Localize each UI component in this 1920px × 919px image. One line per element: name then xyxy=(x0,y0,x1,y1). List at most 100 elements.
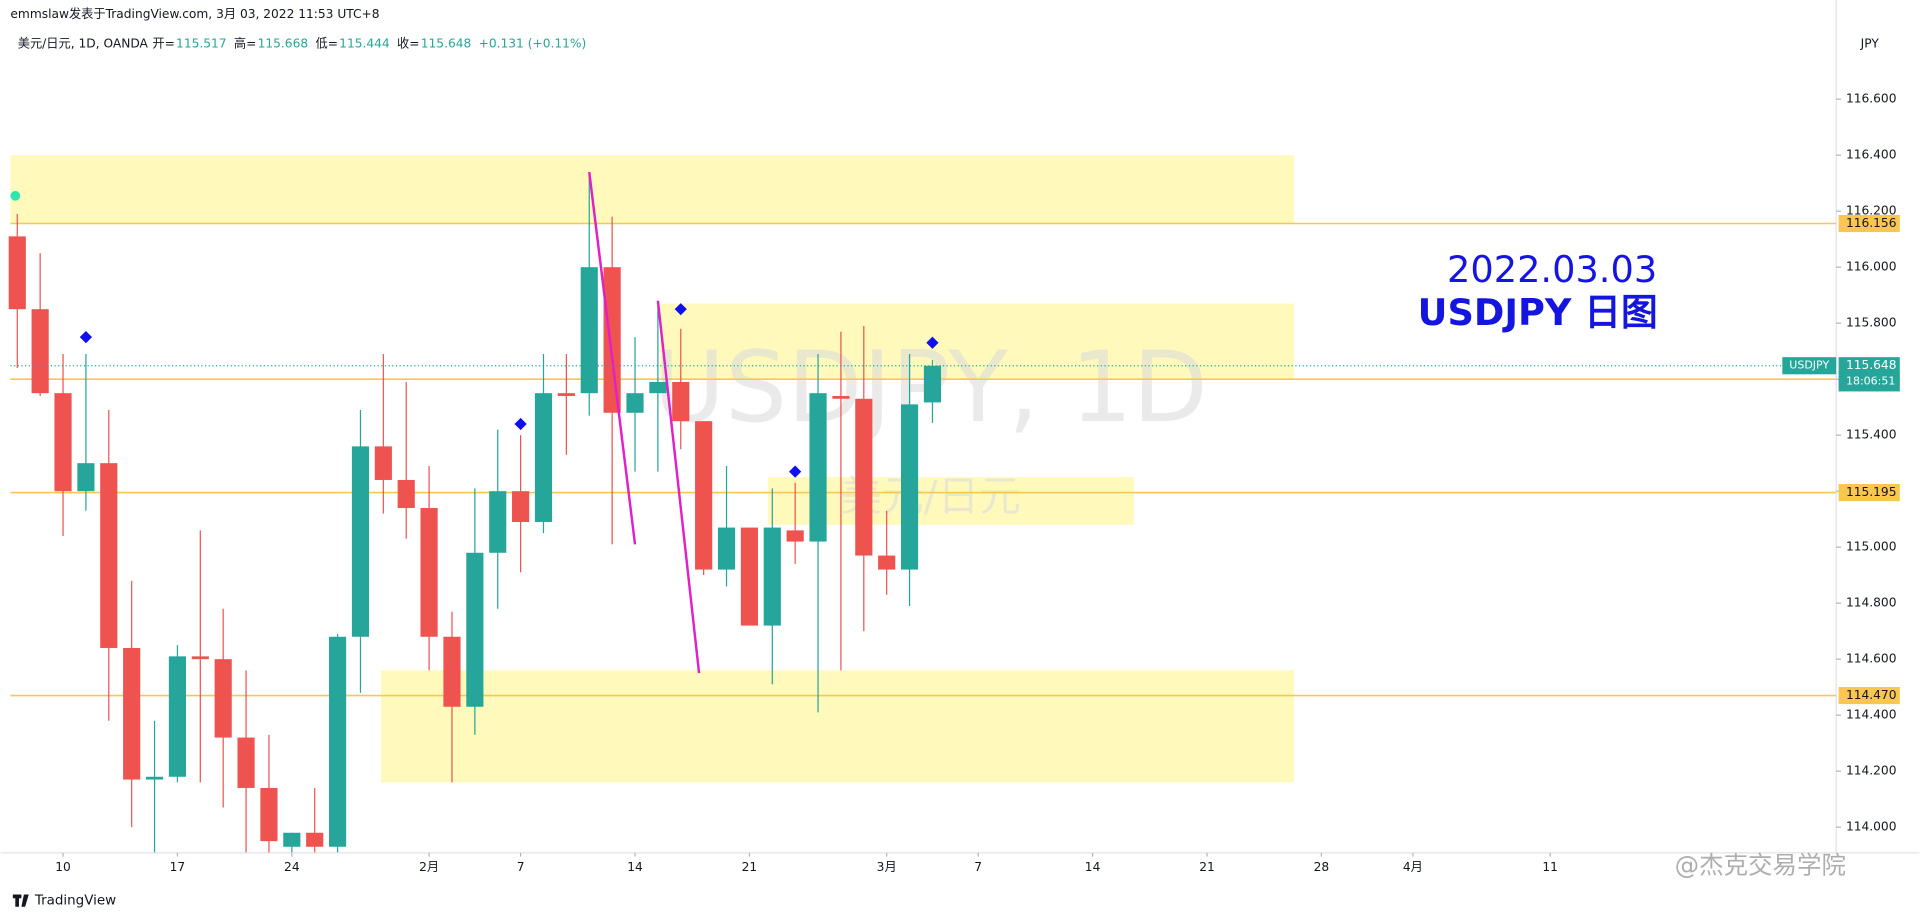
candle-body xyxy=(306,832,324,847)
signal xyxy=(926,336,939,349)
candle-body xyxy=(77,463,95,492)
x-tick-label: 10 xyxy=(55,860,71,874)
credit: @杰克交易学院 xyxy=(1675,850,1846,879)
tv-logo xyxy=(12,894,29,907)
byline: emmslaw发表于TradingView.com, 3月 03, 2022 1… xyxy=(10,6,379,21)
x-tick-label: 24 xyxy=(284,860,300,874)
x-tick-label: 28 xyxy=(1314,860,1330,874)
candle-body xyxy=(649,381,667,394)
candle-body xyxy=(557,393,575,396)
candle-body xyxy=(420,507,438,637)
candle-body xyxy=(489,491,507,553)
candle-body xyxy=(237,737,255,788)
ohlc-value: 115.668 xyxy=(258,37,309,51)
footer: TradingView xyxy=(34,894,116,909)
candle-body xyxy=(786,530,804,542)
candle-body xyxy=(672,381,690,422)
y-tick-label: 114.800 xyxy=(1846,596,1897,610)
candle-body xyxy=(809,393,827,542)
ohlc-value: 115.444 xyxy=(339,37,390,51)
x-tick-label: 4月 xyxy=(1403,860,1423,874)
candle-body xyxy=(603,267,621,413)
candle-body xyxy=(214,659,232,738)
x-tick-label: 3月 xyxy=(877,860,897,874)
candle-body xyxy=(740,527,758,626)
candle-body xyxy=(100,463,118,648)
y-tick-label: 115.000 xyxy=(1846,540,1897,554)
zone xyxy=(767,477,1134,525)
x-tick-label: 14 xyxy=(627,860,643,874)
x-tick-label: 7 xyxy=(974,860,982,874)
y-tick-label: 114.400 xyxy=(1846,708,1897,722)
candle-body xyxy=(878,555,896,570)
candle-body xyxy=(580,267,598,394)
x-tick-label: 2月 xyxy=(419,860,439,874)
candle-body xyxy=(923,365,942,403)
candle-body xyxy=(351,446,370,637)
signal xyxy=(789,465,802,478)
candle-body xyxy=(374,446,392,480)
candle-body xyxy=(260,787,278,842)
y-tick-label: 116.400 xyxy=(1846,148,1897,162)
signal xyxy=(514,417,527,431)
y-tick-label: 116.200 xyxy=(1846,204,1897,218)
last-price-name-tag xyxy=(1782,357,1837,375)
candle-body xyxy=(54,393,72,492)
x-tick-label: 21 xyxy=(1199,860,1215,874)
candle-body xyxy=(534,393,553,522)
y-tick-label: 115.800 xyxy=(1846,316,1897,330)
candle-body xyxy=(397,479,415,508)
trendline xyxy=(588,171,637,545)
candle-body xyxy=(855,398,873,556)
annotation: USDJPY 日图 xyxy=(1418,291,1658,334)
candle-body xyxy=(191,656,209,660)
zone xyxy=(660,303,1294,380)
signal xyxy=(674,303,687,316)
x-tick-label: 14 xyxy=(1085,860,1101,874)
signal xyxy=(79,331,93,344)
candle-body xyxy=(466,552,484,707)
candle-body xyxy=(832,395,850,399)
candle-body xyxy=(31,309,49,394)
y-tick-label: 114.200 xyxy=(1846,764,1897,778)
ohlc-label: 开= xyxy=(152,37,174,51)
candle-body xyxy=(283,832,301,847)
y-tick-label: 115.400 xyxy=(1846,428,1897,442)
ohlc-value: 115.517 xyxy=(176,37,227,51)
level-label: 114.470 xyxy=(1846,688,1897,702)
ohlc-label: 低= xyxy=(315,37,337,51)
level-tag xyxy=(1838,214,1900,233)
x-tick-label: 11 xyxy=(1542,860,1558,874)
candle-body xyxy=(8,236,26,310)
last-price-tag xyxy=(1838,357,1900,392)
level-label: 115.195 xyxy=(1846,485,1897,499)
ohlc-label: 高= xyxy=(234,36,256,51)
candle-body xyxy=(626,393,644,413)
annotation: 2022.03.03 xyxy=(1447,248,1657,291)
level-label: 116.156 xyxy=(1846,216,1897,230)
candle-body xyxy=(512,491,530,522)
zone xyxy=(10,155,1294,224)
y-tick-label: 114.000 xyxy=(1846,820,1897,834)
candle-body xyxy=(900,404,919,570)
candle-body xyxy=(763,527,781,626)
indicator-dot xyxy=(10,190,21,201)
currency-label: JPY xyxy=(1860,37,1880,51)
candle-body xyxy=(145,776,164,780)
last-price-label: 115.648 xyxy=(1846,358,1897,372)
x-tick-label: 21 xyxy=(742,860,758,874)
plot: USDJPY, 1D美元/日元114.000114.200114.400114.… xyxy=(8,92,1900,874)
ohlc-value: 115.648 xyxy=(421,37,472,51)
candle-body xyxy=(695,421,713,570)
candle-body xyxy=(443,636,461,707)
y-tick-label: 116.000 xyxy=(1846,260,1897,274)
candle-body xyxy=(717,527,736,570)
candle-body xyxy=(123,647,141,780)
change: +0.131 (+0.11%) xyxy=(479,37,587,51)
x-tick-label: 7 xyxy=(517,860,525,874)
candle-body xyxy=(168,656,187,777)
last-price-name: USDJPY xyxy=(1789,359,1829,372)
trendline xyxy=(656,300,701,674)
